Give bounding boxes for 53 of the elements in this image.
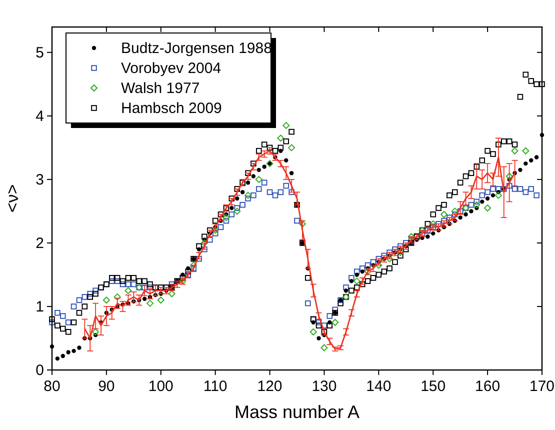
x-tick-label: 160 — [475, 378, 500, 395]
y-tick-label: 2 — [36, 234, 44, 252]
x-tick-label: 80 — [44, 378, 60, 395]
point — [511, 147, 518, 154]
point — [277, 134, 284, 142]
point — [440, 210, 448, 218]
point — [506, 172, 513, 180]
x-tick-label: 100 — [148, 378, 174, 395]
legend-label: Hambsch 2009 — [121, 100, 222, 117]
y-axis-title: <ν> — [3, 184, 22, 213]
x-tick-label: 150 — [420, 378, 446, 395]
legend-label: Walsh 1977 — [121, 80, 200, 97]
y-tick-label: 3 — [36, 171, 44, 188]
x-tick-label: 110 — [203, 378, 228, 395]
point — [484, 204, 492, 212]
point — [124, 287, 132, 294]
y-tick-label: 1 — [36, 298, 44, 316]
point — [298, 220, 306, 228]
x-tick-label: 140 — [366, 378, 392, 395]
point — [92, 328, 100, 336]
point — [146, 300, 154, 307]
point — [102, 296, 110, 304]
point — [408, 233, 415, 240]
legend-label: Vorobyev 2004 — [121, 60, 222, 77]
point — [222, 214, 230, 222]
point — [494, 192, 502, 199]
point — [244, 192, 252, 199]
point — [332, 318, 339, 326]
y-tick-label: 4 — [36, 108, 44, 125]
x-tick-label: 90 — [98, 378, 115, 395]
point — [200, 239, 208, 246]
point — [168, 290, 176, 298]
point — [114, 293, 121, 300]
y-tick-label: 5 — [36, 44, 44, 62]
point — [522, 147, 530, 154]
point — [473, 201, 480, 208]
point — [157, 296, 164, 304]
point — [234, 208, 241, 215]
point — [310, 328, 317, 336]
legend-label: Budtz-Jorgensen 1988 — [121, 40, 272, 57]
point — [320, 344, 328, 352]
x-tick-label: 130 — [312, 378, 337, 395]
point — [396, 248, 404, 256]
x-tick-label: 170 — [529, 378, 555, 395]
point — [386, 255, 394, 262]
point — [282, 122, 290, 129]
x-tick-label: 120 — [257, 378, 282, 395]
point — [288, 144, 296, 152]
point — [255, 176, 262, 183]
point — [190, 262, 198, 269]
y-tick-label: 0 — [36, 362, 44, 379]
point — [353, 278, 360, 285]
x-axis-title: Mass number A — [234, 402, 360, 422]
